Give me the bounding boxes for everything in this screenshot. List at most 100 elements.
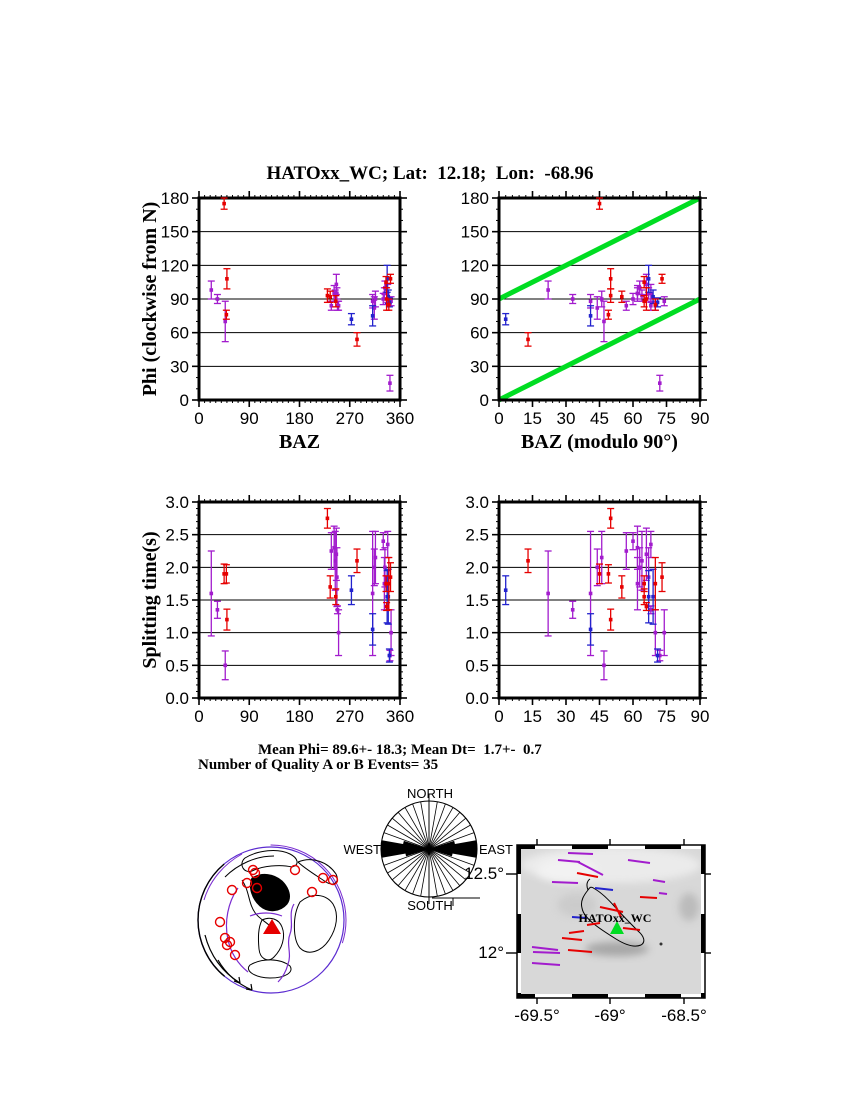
y-tick-label: 150 — [161, 223, 189, 242]
rose-sector — [429, 840, 455, 849]
data-point — [221, 300, 229, 343]
small-island — [659, 942, 663, 946]
event-circle — [289, 864, 301, 876]
data-point — [222, 564, 230, 584]
data-point — [502, 312, 510, 326]
data-point — [660, 609, 668, 657]
x-tick-label: 0 — [194, 707, 203, 726]
plot-frame — [497, 500, 702, 700]
data-point — [607, 608, 615, 631]
data-point — [618, 575, 626, 599]
y-axis-title: Splitting time(s) — [139, 531, 161, 668]
compass-south-label: SOUTH — [407, 898, 453, 913]
x-tick-label: 45 — [590, 707, 609, 726]
data-point — [332, 294, 340, 308]
splitting-bar — [627, 859, 651, 864]
x-tick-label: 180 — [285, 409, 313, 428]
globe-rim-dark — [197, 846, 345, 994]
x-tick-label: 60 — [624, 409, 643, 428]
data-point — [629, 292, 637, 306]
data-point — [622, 532, 630, 570]
data-point — [569, 600, 577, 619]
data-point — [326, 575, 334, 599]
data-point — [622, 300, 630, 311]
splitting-bar — [551, 881, 579, 884]
y-tick-label: 2.0 — [165, 558, 189, 577]
x-tick-label: 75 — [657, 707, 676, 726]
event-circle — [221, 939, 233, 951]
event-circle — [327, 874, 339, 886]
splitting-bar — [639, 896, 658, 899]
data-point — [347, 312, 355, 326]
globe-feature — [277, 903, 295, 983]
data-point — [222, 309, 230, 320]
data-point — [656, 374, 664, 392]
x-tick-label: 90 — [240, 409, 259, 428]
rose-sector — [381, 840, 429, 858]
globe-feature — [297, 859, 338, 885]
compass-east-label: EAST — [479, 842, 513, 857]
data-point — [618, 290, 626, 304]
regional-map — [506, 839, 711, 1004]
globe-feature — [217, 959, 253, 991]
y-tick-label: 1.0 — [165, 624, 189, 643]
station-triangle-globe — [263, 919, 281, 934]
green-reference-line — [497, 296, 702, 403]
data-point — [207, 280, 215, 300]
data-point — [658, 562, 666, 593]
splitting-bar — [531, 946, 559, 951]
globe-rim — [197, 846, 345, 994]
data-point — [660, 296, 668, 307]
data-point — [213, 293, 221, 305]
splitting-bar — [531, 962, 561, 966]
rose-circle — [380, 800, 478, 898]
splitting-bar — [576, 872, 599, 878]
data-point — [213, 600, 221, 619]
data-point — [598, 290, 606, 308]
map-content — [517, 845, 705, 998]
data-point — [604, 309, 612, 320]
data-point — [658, 273, 666, 284]
map-lat-label: 12° — [478, 943, 504, 962]
data-point — [636, 547, 644, 588]
x-tick-label: 90 — [691, 409, 710, 428]
x-tick-label: 30 — [557, 409, 576, 428]
x-tick-label: 30 — [557, 707, 576, 726]
x-axis-title: BAZ — [279, 431, 320, 453]
data-point — [353, 332, 361, 347]
splitting-bar — [613, 902, 622, 918]
data-point — [326, 290, 334, 304]
x-tick-label: 75 — [657, 409, 676, 428]
globe-map — [195, 844, 347, 996]
event-circle — [247, 864, 259, 876]
y-tick-label: 180 — [161, 189, 189, 208]
event-circle — [251, 882, 263, 894]
data-point — [600, 650, 608, 681]
y-tick-label: 120 — [161, 256, 189, 275]
data-point — [651, 556, 659, 611]
data-point — [220, 563, 228, 585]
y-tick-label: 1.0 — [465, 624, 489, 643]
data-point — [587, 613, 595, 646]
splitting-bar — [652, 879, 666, 883]
y-tick-label: 60 — [470, 324, 489, 343]
rose-sector — [429, 840, 477, 858]
y-tick-label: 30 — [470, 357, 489, 376]
data-point — [636, 280, 644, 296]
data-point — [221, 650, 229, 681]
x-tick-label: 15 — [523, 707, 542, 726]
y-tick-label: 2.5 — [465, 526, 489, 545]
data-point — [587, 305, 595, 327]
y-tick-label: 120 — [461, 256, 489, 275]
splitting-bar — [622, 927, 641, 931]
panel-dt-baz: 0 90 180 270 360 0.0 0.5 1.0 1.5 2.0 2.5 3.0Splitti… — [139, 493, 414, 726]
data-point — [629, 532, 637, 551]
data-point — [323, 507, 331, 529]
event-count: Number of Quality A or B Events= 35 — [198, 757, 439, 773]
data-point — [207, 550, 215, 637]
data-point — [642, 601, 650, 612]
y-tick-label: 0.0 — [165, 689, 189, 708]
data-point — [353, 548, 361, 574]
x-axis-title: BAZ (modulo 90°) — [521, 431, 678, 453]
y-tick-label: 30 — [170, 357, 189, 376]
